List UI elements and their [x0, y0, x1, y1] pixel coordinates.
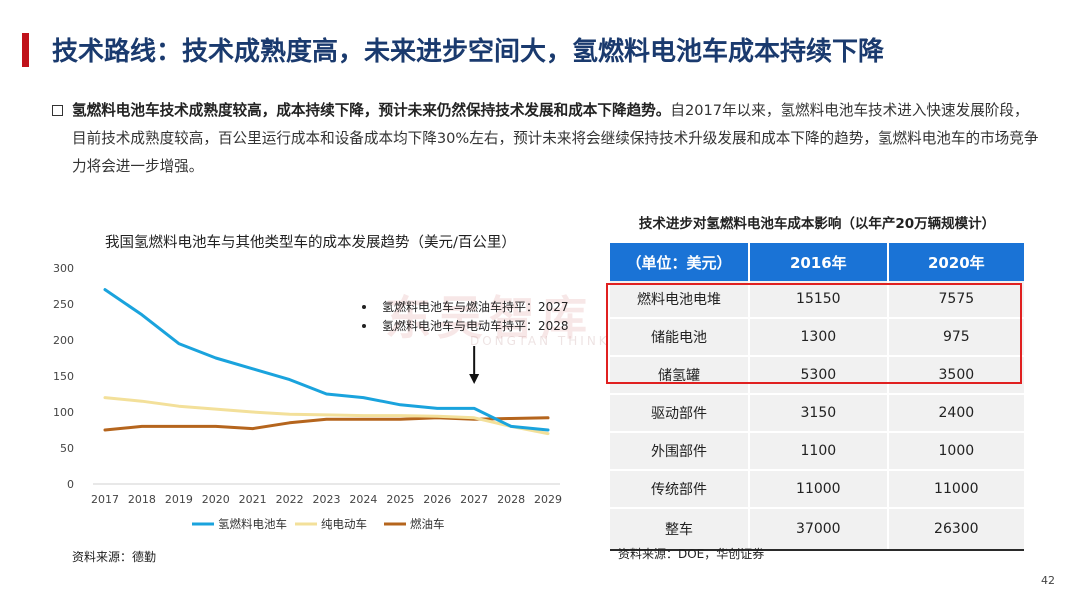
- cost-table-title: 技术进步对氢燃料电池车成本影响（以年产20万辆规模计）: [638, 216, 996, 232]
- cost-table: （单位：美元） 2016年 2020年 燃料电池电堆 15150 7575 储能…: [610, 243, 1024, 551]
- table-cell-2016: 3150: [749, 394, 889, 433]
- series-line: [103, 416, 550, 432]
- down-arrow-icon: [469, 374, 480, 384]
- table-cell-component: 外围部件: [610, 432, 750, 471]
- x-tick-label: 2021: [239, 493, 267, 506]
- line-chart-source: 资料来源：德勤: [72, 550, 157, 564]
- table-header-2020: 2020年: [887, 243, 1024, 281]
- table-row: 整车 37000 26300: [610, 508, 1024, 551]
- line-chart-title: 我国氢燃料电池车与其他类型车的成本发展趋势（美元/百公里）: [105, 235, 516, 251]
- table-cell-2020: 1000: [887, 432, 1024, 471]
- table-header-row: （单位：美元） 2016年 2020年: [610, 243, 1024, 281]
- table-cell-component: 燃料电池电堆: [610, 281, 750, 319]
- x-tick-label: 2022: [276, 493, 304, 506]
- table-row: 外围部件 1100 1000: [610, 432, 1024, 471]
- x-tick-label: 2023: [313, 493, 341, 506]
- x-tick-label: 2024: [349, 493, 377, 506]
- table-cell-2016: 5300: [749, 356, 889, 395]
- series-line: [103, 396, 550, 436]
- table-cell-2016: 1100: [749, 432, 889, 471]
- x-tick-label: 2018: [128, 493, 156, 506]
- y-tick-label: 250: [53, 298, 74, 311]
- table-cell-2016: 11000: [749, 470, 889, 509]
- legend-label: 纯电动车: [321, 517, 367, 531]
- table-cell-2020: 2400: [887, 394, 1024, 433]
- y-tick-label: 50: [60, 442, 74, 455]
- table-cell-2020: 26300: [887, 508, 1024, 551]
- table-cell-2016: 1300: [749, 318, 889, 357]
- table-cell-2020: 11000: [887, 470, 1024, 509]
- table-cell-component: 储能电池: [610, 318, 750, 357]
- table-cell-2020: 975: [887, 318, 1024, 357]
- table-header-unit: （单位：美元）: [610, 243, 750, 281]
- x-tick-label: 2020: [202, 493, 230, 506]
- table-cell-2016: 15150: [749, 281, 889, 319]
- table-row: 驱动部件 3150 2400: [610, 394, 1024, 433]
- highlight-box: [606, 283, 1022, 384]
- y-tick-label: 0: [67, 478, 74, 491]
- table-cell-component: 驱动部件: [610, 394, 750, 433]
- table-cell-2020: 3500: [887, 356, 1024, 395]
- bullet-dot-icon: [362, 305, 366, 309]
- table-row: 储氢罐 5300 3500: [610, 356, 1024, 395]
- bullet-dot-icon: [362, 324, 366, 328]
- y-tick-label: 200: [53, 334, 74, 347]
- y-tick-label: 100: [53, 406, 74, 419]
- table-source: 资料来源：DOE，华创证券: [618, 547, 765, 561]
- legend-label: 氢燃料电池车: [218, 517, 287, 531]
- summary-paragraph: 氢燃料电池车技术成熟度较高，成本持续下降，预计未来仍然保持技术发展和成本下降趋势…: [52, 97, 1042, 181]
- title-accent-bar: [22, 33, 29, 67]
- table-row: 燃料电池电堆 15150 7575: [610, 281, 1024, 319]
- summary-bold-text: 氢燃料电池车技术成熟度较高，成本持续下降，预计未来仍然保持技术发展和成本下降趋势…: [72, 102, 671, 119]
- table-row: 传统部件 11000 11000: [610, 470, 1024, 509]
- x-tick-label: 2019: [165, 493, 193, 506]
- x-tick-label: 2025: [386, 493, 414, 506]
- table-header-2016: 2016年: [749, 243, 889, 281]
- y-tick-label: 300: [53, 262, 74, 275]
- page-title: 技术路线：技术成熟度高，未来进步空间大，氢燃料电池车成本持续下降: [52, 37, 885, 67]
- legend-label: 燃油车: [410, 517, 445, 531]
- table-cell-component: 储氢罐: [610, 356, 750, 395]
- page-number: 42: [1041, 574, 1055, 587]
- table-cell-component: 传统部件: [610, 470, 750, 509]
- table-row: 储能电池 1300 975: [610, 318, 1024, 357]
- x-tick-label: 2029: [534, 493, 562, 506]
- x-tick-label: 2027: [460, 493, 488, 506]
- x-tick-label: 2017: [91, 493, 119, 506]
- table-cell-2020: 7575: [887, 281, 1024, 319]
- summary-text: 自2017年以来，氢燃料电池车技术进入快速发展阶段，目前技术成熟度较高，百公里运…: [72, 102, 1039, 175]
- x-tick-label: 2026: [423, 493, 451, 506]
- y-tick-label: 150: [53, 370, 74, 383]
- table-cell-2016: 37000: [749, 508, 889, 551]
- x-tick-label: 2028: [497, 493, 525, 506]
- square-bullet-icon: [52, 105, 63, 116]
- table-cell-component: 整车: [610, 508, 750, 551]
